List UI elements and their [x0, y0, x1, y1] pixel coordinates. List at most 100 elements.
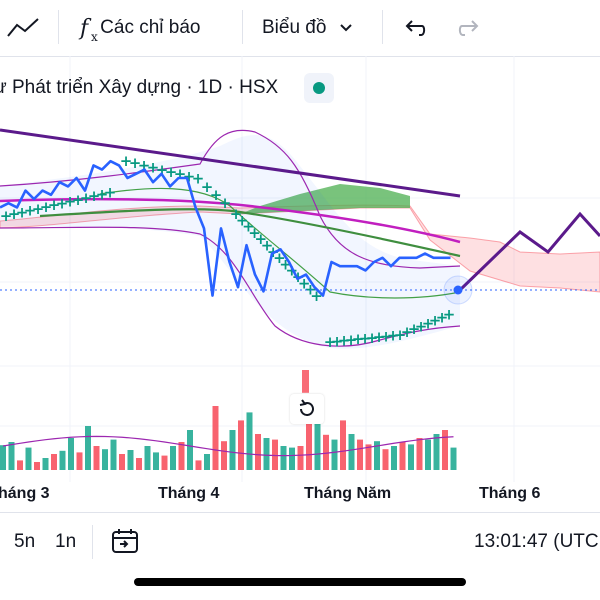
- toolbar-divider: [242, 10, 243, 44]
- sar-dot: +: [64, 193, 77, 211]
- sar-dot: +: [380, 327, 393, 345]
- volume-bar: [136, 458, 142, 470]
- sar-dot: +: [165, 163, 178, 181]
- parabolic-sar: ++++++++++++++++++++++++++++++++++++++++…: [0, 152, 455, 351]
- volume-bar: [323, 434, 329, 470]
- sar-dot: +: [147, 159, 160, 177]
- symbol-title[interactable]: ư Phát triển Xây dựng · 1D · HSX: [0, 77, 279, 98]
- market-status-dot: [313, 82, 326, 94]
- clock-timezone[interactable]: 13:01:47 (UTC: [474, 531, 599, 552]
- sar-dot: +: [8, 205, 21, 223]
- range-5n-button[interactable]: 5n: [14, 531, 36, 552]
- volume-bar: [42, 458, 49, 470]
- volume-bar: [246, 412, 253, 470]
- symbol-bar: ư Phát triển Xây dựng · 1D · HSX: [0, 68, 335, 108]
- sar-dot: +: [192, 170, 205, 188]
- volume-bar: [391, 446, 397, 470]
- bollinger-upper: [0, 129, 461, 269]
- last-price-dot: [453, 285, 463, 295]
- sar-dot: +: [201, 178, 214, 196]
- x-tick-label: Tháng 6: [479, 485, 541, 502]
- sar-dot: +: [236, 211, 249, 229]
- volume-bar: [102, 449, 108, 470]
- volume-bar: [119, 454, 125, 470]
- volume-bar: [68, 438, 74, 470]
- sar-dot: +: [219, 194, 232, 212]
- volume-bar: [144, 446, 151, 470]
- trend-line-icon: [7, 18, 39, 37]
- volume-bar: [306, 418, 312, 470]
- reset-icon: [299, 399, 314, 416]
- reset-chart-button[interactable]: [290, 394, 324, 424]
- sar-dot: +: [210, 186, 223, 204]
- volume-bar: [204, 454, 210, 470]
- volume-bar: [51, 454, 57, 470]
- ichimoku-cloud-bullish: [240, 184, 410, 214]
- sar-dot: +: [324, 333, 337, 351]
- volume-bar: [280, 446, 287, 470]
- volume-bar: [365, 444, 372, 470]
- volume-bar: [382, 449, 389, 470]
- volume-bar: [357, 439, 363, 470]
- undo-icon: [405, 20, 426, 36]
- sar-dot: +: [401, 323, 414, 341]
- range-1n-button[interactable]: 1n: [55, 531, 77, 552]
- sar-dot: +: [138, 156, 151, 174]
- chevron-down-icon: [340, 24, 353, 32]
- sar-dot: +: [345, 331, 358, 349]
- sar-dot: +: [156, 161, 169, 179]
- sar-dot: +: [338, 332, 351, 350]
- volume-bar: [297, 446, 304, 470]
- volume-bar: [302, 370, 309, 393]
- sar-dot: +: [352, 330, 365, 348]
- volume-bar: [127, 450, 134, 470]
- go-to-date-button[interactable]: [110, 527, 140, 561]
- volume-bar: [110, 439, 117, 470]
- volume-bar: [314, 399, 321, 470]
- x-tick-label: Tháng Năm: [304, 485, 392, 502]
- sar-dot: +: [48, 196, 61, 214]
- volume-bar: [170, 446, 176, 470]
- volume-bar: [161, 455, 168, 470]
- volume-bar: [433, 434, 440, 470]
- volume-bar: [25, 447, 32, 470]
- volume-bar: [374, 441, 380, 470]
- sar-dot: +: [129, 154, 142, 172]
- volume-bar: [76, 452, 83, 470]
- sar-dot: +: [429, 312, 442, 330]
- drawing-tools-button[interactable]: [6, 0, 46, 56]
- sar-dot: +: [415, 317, 428, 335]
- price-line: [0, 159, 451, 297]
- time-axis[interactable]: háng 3 Tháng 4 Tháng Năm Tháng 6: [0, 482, 600, 508]
- chart-type-dropdown[interactable]: Biểu đồ: [262, 0, 354, 56]
- sar-dot: +: [16, 203, 29, 221]
- volume-bar: [340, 420, 346, 470]
- redo-button[interactable]: [456, 0, 482, 56]
- toolbar-divider: [382, 10, 383, 44]
- toolbar-divider: [58, 10, 59, 44]
- undo-button[interactable]: [402, 0, 428, 56]
- sar-dot: +: [88, 187, 101, 205]
- sar-dot: +: [387, 327, 400, 345]
- moving-average-2: [39, 208, 461, 258]
- sar-dot: +: [261, 237, 274, 255]
- sar-dot: +: [436, 309, 449, 327]
- chart-type-label: Biểu đồ: [262, 17, 327, 38]
- x-tick-label: Tháng 4: [158, 485, 220, 502]
- bottom-divider: [92, 525, 93, 559]
- volume-bar: [442, 430, 448, 470]
- market-status-button[interactable]: [304, 73, 335, 103]
- volume-bar: [450, 447, 457, 470]
- redo-icon: [458, 20, 479, 36]
- price-chart[interactable]: ++++++++++++++++++++++++++++++++++++++++…: [0, 56, 600, 482]
- volume-bar: [34, 462, 40, 470]
- sar-dot: +: [56, 194, 69, 212]
- volume-bar: [59, 450, 66, 470]
- moving-average-1: [0, 197, 461, 244]
- sar-dot: +: [72, 191, 85, 209]
- sar-dot: +: [408, 320, 421, 338]
- volume-bar: [289, 447, 295, 470]
- volume-bar: [263, 438, 270, 470]
